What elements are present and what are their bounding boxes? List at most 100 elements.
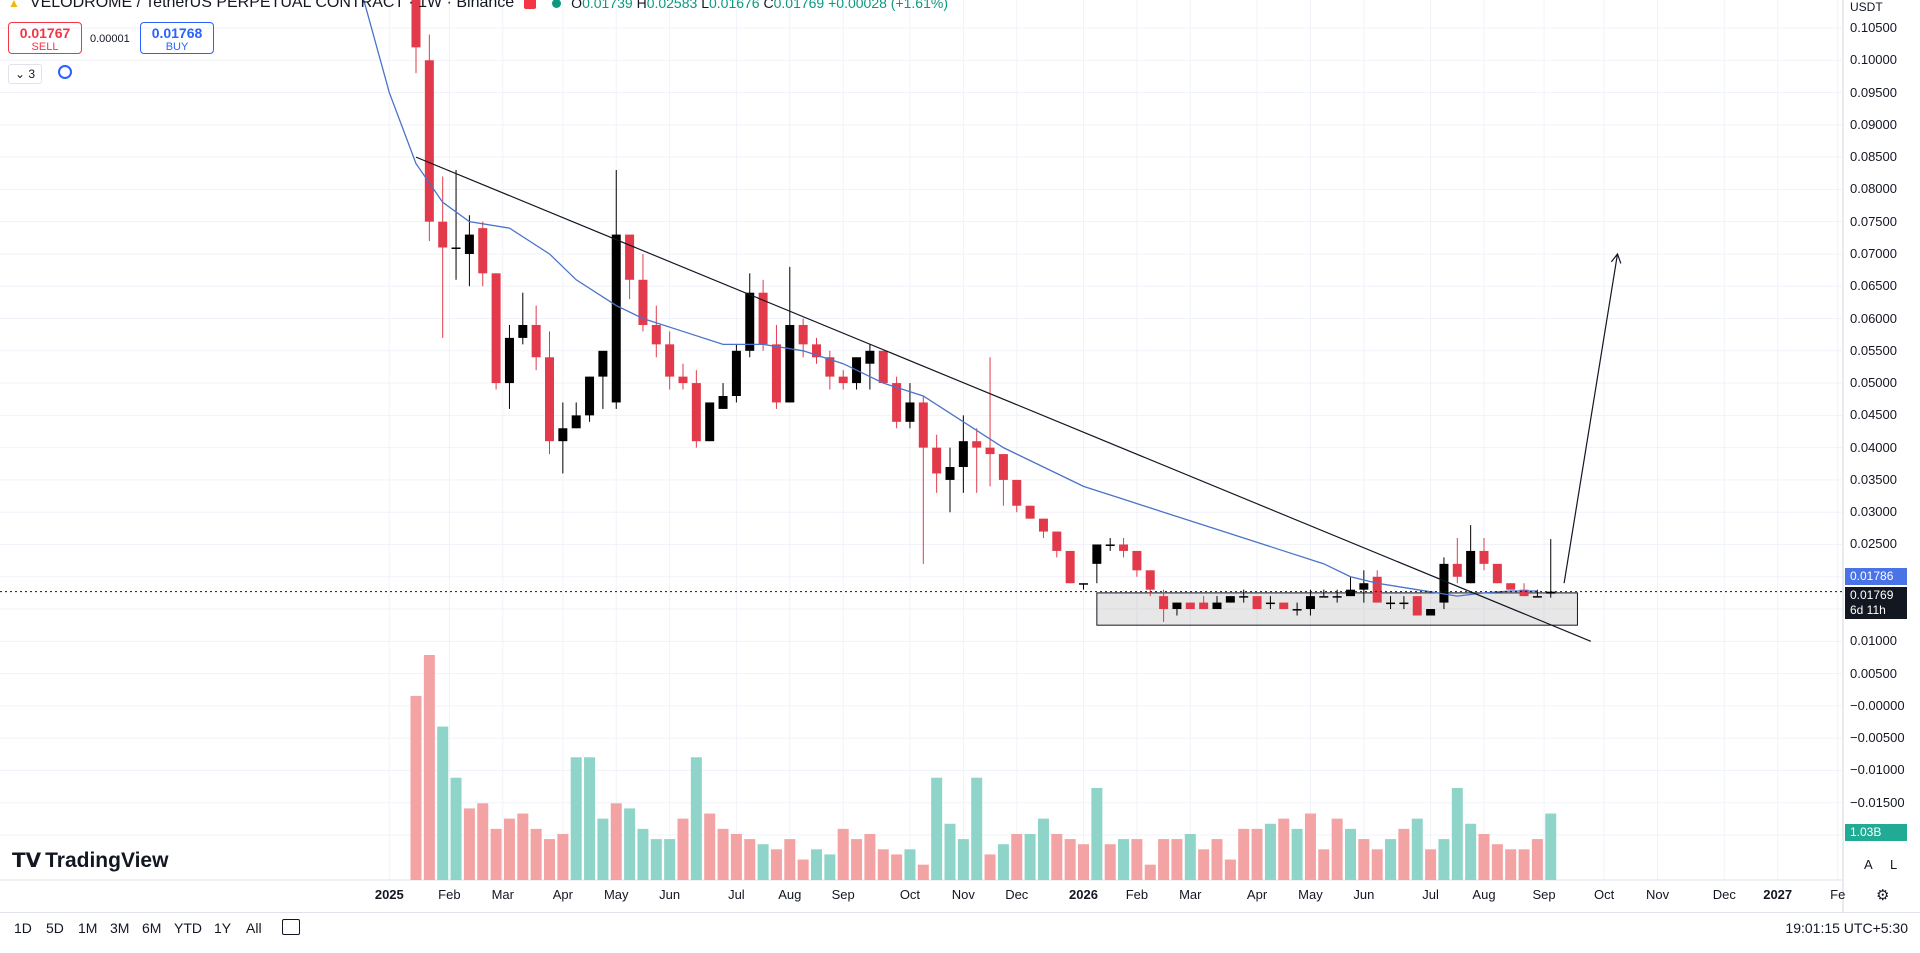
candle-body bbox=[1412, 596, 1422, 616]
buy-button[interactable]: 0.01768 BUY bbox=[140, 22, 214, 54]
time-tick-label: May bbox=[1298, 887, 1323, 902]
volume-bar bbox=[1371, 849, 1383, 880]
candle-body bbox=[1025, 505, 1035, 519]
volume-bar bbox=[664, 839, 676, 880]
candle-body bbox=[1319, 596, 1329, 598]
volume-bar bbox=[904, 849, 916, 880]
candle-body bbox=[1265, 602, 1275, 605]
auto-scale-button[interactable]: A bbox=[1864, 857, 1873, 872]
candle-body bbox=[892, 383, 902, 422]
candle-body bbox=[985, 447, 995, 455]
candle-body bbox=[411, 0, 421, 48]
buy-price: 0.01768 bbox=[151, 25, 203, 41]
candle-body bbox=[1386, 602, 1396, 605]
indicator-count: 3 bbox=[28, 67, 36, 81]
candle-body bbox=[1065, 550, 1075, 584]
refresh-icon[interactable] bbox=[58, 65, 72, 79]
price-tick-label: 0.06500 bbox=[1850, 278, 1897, 294]
live-dot-icon bbox=[552, 0, 562, 8]
candle-body bbox=[1239, 596, 1249, 598]
candle-body bbox=[1052, 531, 1062, 551]
timeframe-1m[interactable]: 1M bbox=[78, 920, 98, 936]
price-tick-label: −0.01000 bbox=[1850, 762, 1905, 778]
volume-bar bbox=[891, 854, 903, 880]
candle-body bbox=[1519, 589, 1529, 597]
time-tick-label: Apr bbox=[552, 887, 573, 902]
volume-bar bbox=[1411, 818, 1423, 880]
price-tick-label: 0.05000 bbox=[1850, 375, 1897, 391]
time-tick-label: Jul bbox=[1422, 887, 1439, 902]
price-tick-label: 0.10500 bbox=[1850, 20, 1897, 35]
gear-icon[interactable]: ⚙ bbox=[1876, 887, 1890, 904]
candle-body bbox=[1012, 479, 1022, 506]
volume-bar bbox=[1118, 839, 1130, 880]
calendar-icon[interactable] bbox=[282, 919, 300, 935]
timeframe-3m[interactable]: 3M bbox=[110, 920, 130, 936]
tradingview-logo[interactable]: 𝗧𝗩 TradingView bbox=[12, 848, 168, 873]
volume-bar bbox=[851, 839, 863, 880]
candle-body bbox=[705, 402, 715, 442]
time-tick-label: Feb bbox=[438, 887, 461, 902]
volume-bar bbox=[1545, 813, 1557, 880]
sell-price: 0.01767 bbox=[19, 25, 71, 41]
price-tick-label: 0.02500 bbox=[1850, 536, 1897, 552]
timeframe-1d[interactable]: 1D bbox=[14, 920, 32, 936]
volume-bar bbox=[410, 695, 422, 880]
price-tick-label: 0.08000 bbox=[1850, 181, 1897, 197]
time-tick-label: 2026 bbox=[1069, 887, 1098, 902]
candle-body bbox=[1132, 550, 1142, 571]
candle-body bbox=[958, 441, 968, 468]
volume-bar bbox=[864, 833, 876, 880]
volume-bar bbox=[1211, 839, 1223, 880]
time-tick-label: Mar bbox=[491, 887, 514, 902]
volume-bar bbox=[1078, 844, 1089, 880]
volume-bar bbox=[717, 828, 729, 880]
log-scale-button[interactable]: L bbox=[1890, 857, 1898, 872]
change-readout: +0.00028 (+1.61%) bbox=[828, 0, 948, 11]
sell-label: SELL bbox=[31, 41, 59, 53]
currency-label[interactable]: USDT bbox=[1850, 0, 1883, 14]
candle-body bbox=[1359, 583, 1369, 590]
time-tick-label: Aug bbox=[1472, 887, 1496, 902]
volume-bar bbox=[1505, 849, 1517, 880]
time-tick-label: May bbox=[603, 887, 629, 902]
candle-body bbox=[464, 234, 474, 254]
candle-body bbox=[1479, 550, 1489, 564]
trendline[interactable] bbox=[415, 156, 1592, 642]
timeframe-ytd[interactable]: YTD bbox=[174, 920, 202, 936]
symbol-title[interactable]: VELODROME / TetherUS PERPETUAL CONTRACT … bbox=[29, 0, 515, 11]
candle-body bbox=[1279, 602, 1289, 610]
volume-bar bbox=[570, 757, 582, 880]
clock-display[interactable]: 19:01:15 UTC+5:30 bbox=[1785, 920, 1908, 936]
chevron-down-icon: ⌄ bbox=[14, 67, 26, 81]
timeframe-1y[interactable]: 1Y bbox=[214, 920, 232, 936]
price-tick-label: 0.08500 bbox=[1850, 149, 1897, 165]
candle-body bbox=[1092, 544, 1102, 564]
volume-bar bbox=[1064, 839, 1076, 880]
sell-button[interactable]: 0.01767 SELL bbox=[8, 22, 82, 54]
timeframe-6m[interactable]: 6M bbox=[142, 920, 162, 936]
volume-bar bbox=[971, 777, 983, 880]
volume-bar bbox=[917, 864, 929, 880]
volume-bar bbox=[1144, 864, 1156, 880]
candle-body bbox=[718, 395, 728, 409]
timeframe-5d[interactable]: 5D bbox=[46, 920, 64, 936]
timeframe-all[interactable]: All bbox=[246, 920, 262, 936]
volume-bar bbox=[690, 757, 702, 880]
candle-body bbox=[812, 344, 821, 358]
last-price-tag: 0.01769 6d 11h bbox=[1845, 587, 1907, 619]
indicators-toggle[interactable]: ⌄ 3 bbox=[8, 64, 42, 84]
volume-bar bbox=[1264, 823, 1276, 880]
candle-body bbox=[1292, 609, 1302, 611]
volume-bar bbox=[624, 808, 636, 880]
candle-body bbox=[1426, 609, 1436, 616]
bar-countdown: 6d 11h bbox=[1850, 603, 1886, 617]
price-tick-label: 0.06000 bbox=[1850, 310, 1897, 326]
time-tick-label: Jun bbox=[659, 887, 681, 902]
candle-body bbox=[1492, 563, 1502, 584]
ohlc-readout: O0.01739 H0.02583 L0.01676 C0.01769 +0.0… bbox=[571, 0, 948, 11]
volume-bar bbox=[1091, 787, 1103, 880]
projection-arrow[interactable] bbox=[1563, 253, 1619, 584]
